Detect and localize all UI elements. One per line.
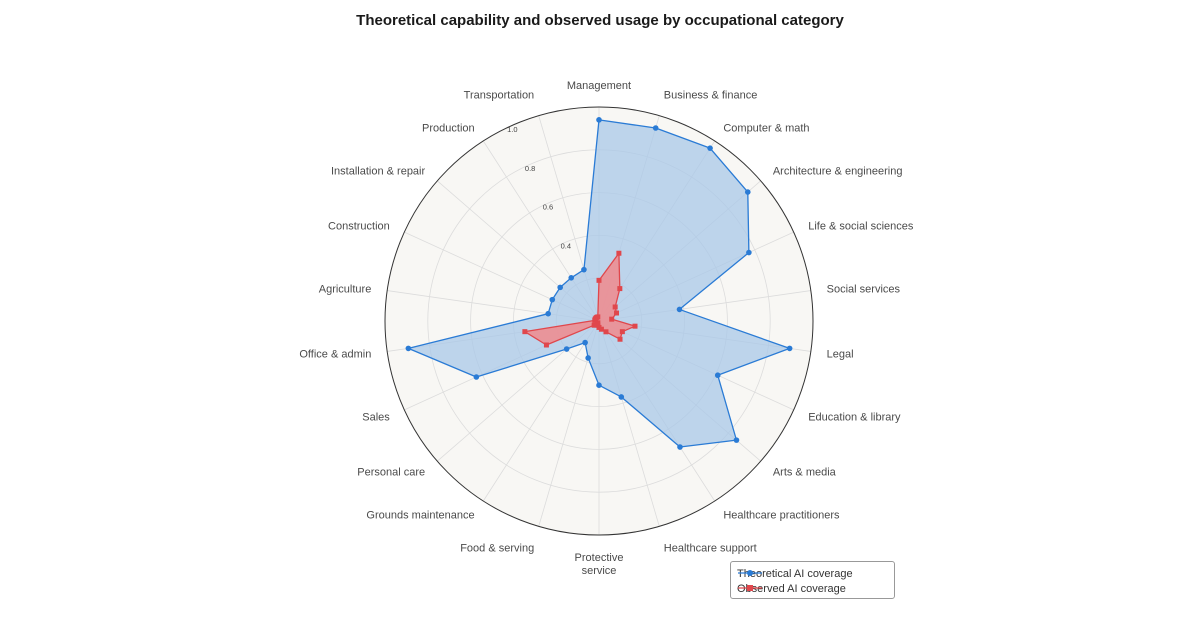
category-label-office-admin: Office & admin xyxy=(299,349,371,361)
category-label-installation-repair: Installation & repair xyxy=(331,165,425,177)
point-observed-ai-coverage-healthcare-practitioners xyxy=(603,329,609,335)
plot-border xyxy=(384,106,814,536)
category-label-grounds-maintenance: Grounds maintenance xyxy=(366,509,474,521)
category-label-life-social-sciences: Life & social sciences xyxy=(808,220,914,232)
point-observed-ai-coverage-arts-media xyxy=(617,336,623,342)
category-label-agriculture: Agriculture xyxy=(319,283,372,295)
category-label-healthcare-support: Healthcare support xyxy=(664,543,757,555)
category-label-food-serving: Food & serving xyxy=(460,543,534,555)
point-observed-ai-coverage-architecture-engineering xyxy=(612,304,618,310)
point-theoretical-ai-coverage-transportation xyxy=(581,266,587,273)
point-theoretical-ai-coverage-life-social-sciences xyxy=(746,249,752,256)
category-label-sales: Sales xyxy=(362,412,390,424)
point-theoretical-ai-coverage-arts-media xyxy=(733,437,740,443)
point-theoretical-ai-coverage-social-services xyxy=(676,306,683,313)
chart-title: Theoretical capability and observed usag… xyxy=(356,12,844,29)
point-theoretical-ai-coverage-food-serving xyxy=(585,355,591,361)
legend: Theoretical AI coverage Observed AI cove… xyxy=(730,561,895,599)
category-labels: Management Business & finance Computer & m… xyxy=(299,80,913,577)
radial-tick-label: 0.6 xyxy=(543,203,553,212)
point-observed-ai-coverage-social-services xyxy=(609,316,615,322)
category-label-personal-care: Personal care xyxy=(357,467,425,479)
grid-spoke xyxy=(482,320,600,502)
category-label-business-finance: Business & finance xyxy=(664,89,758,101)
point-observed-ai-coverage-management xyxy=(596,277,602,283)
point-theoretical-ai-coverage-office-admin xyxy=(405,345,412,352)
point-theoretical-ai-coverage-production xyxy=(568,274,575,281)
point-observed-ai-coverage-office-admin xyxy=(522,329,528,335)
category-label-healthcare-practitioners: Healthcare practitioners xyxy=(723,509,840,521)
point-observed-ai-coverage-transportation xyxy=(595,314,601,320)
point-theoretical-ai-coverage-education-library xyxy=(714,372,721,379)
point-theoretical-ai-coverage-architecture-engineering xyxy=(744,189,751,195)
category-label-production: Production xyxy=(422,123,475,135)
point-observed-ai-coverage-grounds-maintenance xyxy=(595,320,601,326)
point-observed-ai-coverage-education-library xyxy=(619,329,625,335)
point-theoretical-ai-coverage-installation-repair xyxy=(557,284,563,291)
category-label-transportation: Transportation xyxy=(464,89,535,101)
point-theoretical-ai-coverage-agriculture xyxy=(545,310,551,317)
point-observed-ai-coverage-sales xyxy=(543,342,549,348)
legend-label-observed: Observed AI coverage xyxy=(737,583,846,595)
point-theoretical-ai-coverage-sales xyxy=(473,374,480,380)
point-observed-ai-coverage-legal xyxy=(632,323,638,329)
point-observed-ai-coverage-personal-care xyxy=(591,322,597,328)
category-label-arts-media: Arts & media xyxy=(773,467,837,479)
point-observed-ai-coverage-computer-math xyxy=(617,286,623,292)
point-observed-ai-coverage-life-social-sciences xyxy=(614,310,620,316)
point-theoretical-ai-coverage-construction xyxy=(549,296,556,303)
series-layer xyxy=(405,117,793,450)
point-theoretical-ai-coverage-healthcare-support xyxy=(618,394,625,400)
legend-label-theoretical: Theoretical AI coverage xyxy=(737,568,853,580)
radial-tick-labels: 0.4 0.6 0.8 1.0 xyxy=(507,125,571,251)
point-theoretical-ai-coverage-legal xyxy=(786,345,793,352)
point-observed-ai-coverage-business-finance xyxy=(616,250,622,256)
category-label-management: Management xyxy=(567,80,631,92)
point-theoretical-ai-coverage-grounds-maintenance xyxy=(582,339,588,346)
category-label-architecture-engineering: Architecture & engineering xyxy=(773,165,903,177)
point-theoretical-ai-coverage-computer-math xyxy=(707,145,713,151)
legend-item-theoretical: Theoretical AI coverage xyxy=(737,567,853,581)
category-label-construction: Construction xyxy=(328,220,390,232)
square-marker-icon xyxy=(738,585,762,591)
radial-tick-label: 0.8 xyxy=(525,164,535,173)
legend-item-observed: Observed AI coverage xyxy=(737,582,846,596)
point-theoretical-ai-coverage-management xyxy=(596,117,602,123)
point-theoretical-ai-coverage-healthcare-practitioners xyxy=(677,444,683,450)
category-label-education-library: Education & library xyxy=(808,412,901,424)
category-label-protective-service: Protective service xyxy=(575,552,624,577)
radial-tick-label: 1.0 xyxy=(507,125,517,134)
point-theoretical-ai-coverage-protective-service xyxy=(596,382,602,389)
point-theoretical-ai-coverage-personal-care xyxy=(563,346,570,352)
point-theoretical-ai-coverage-business-finance xyxy=(652,125,659,131)
category-label-legal: Legal xyxy=(827,349,854,361)
category-label-computer-math: Computer & math xyxy=(723,123,809,135)
circle-marker-icon xyxy=(738,570,762,576)
radial-tick-label: 0.4 xyxy=(561,242,571,251)
category-label-social-services: Social services xyxy=(827,283,901,295)
